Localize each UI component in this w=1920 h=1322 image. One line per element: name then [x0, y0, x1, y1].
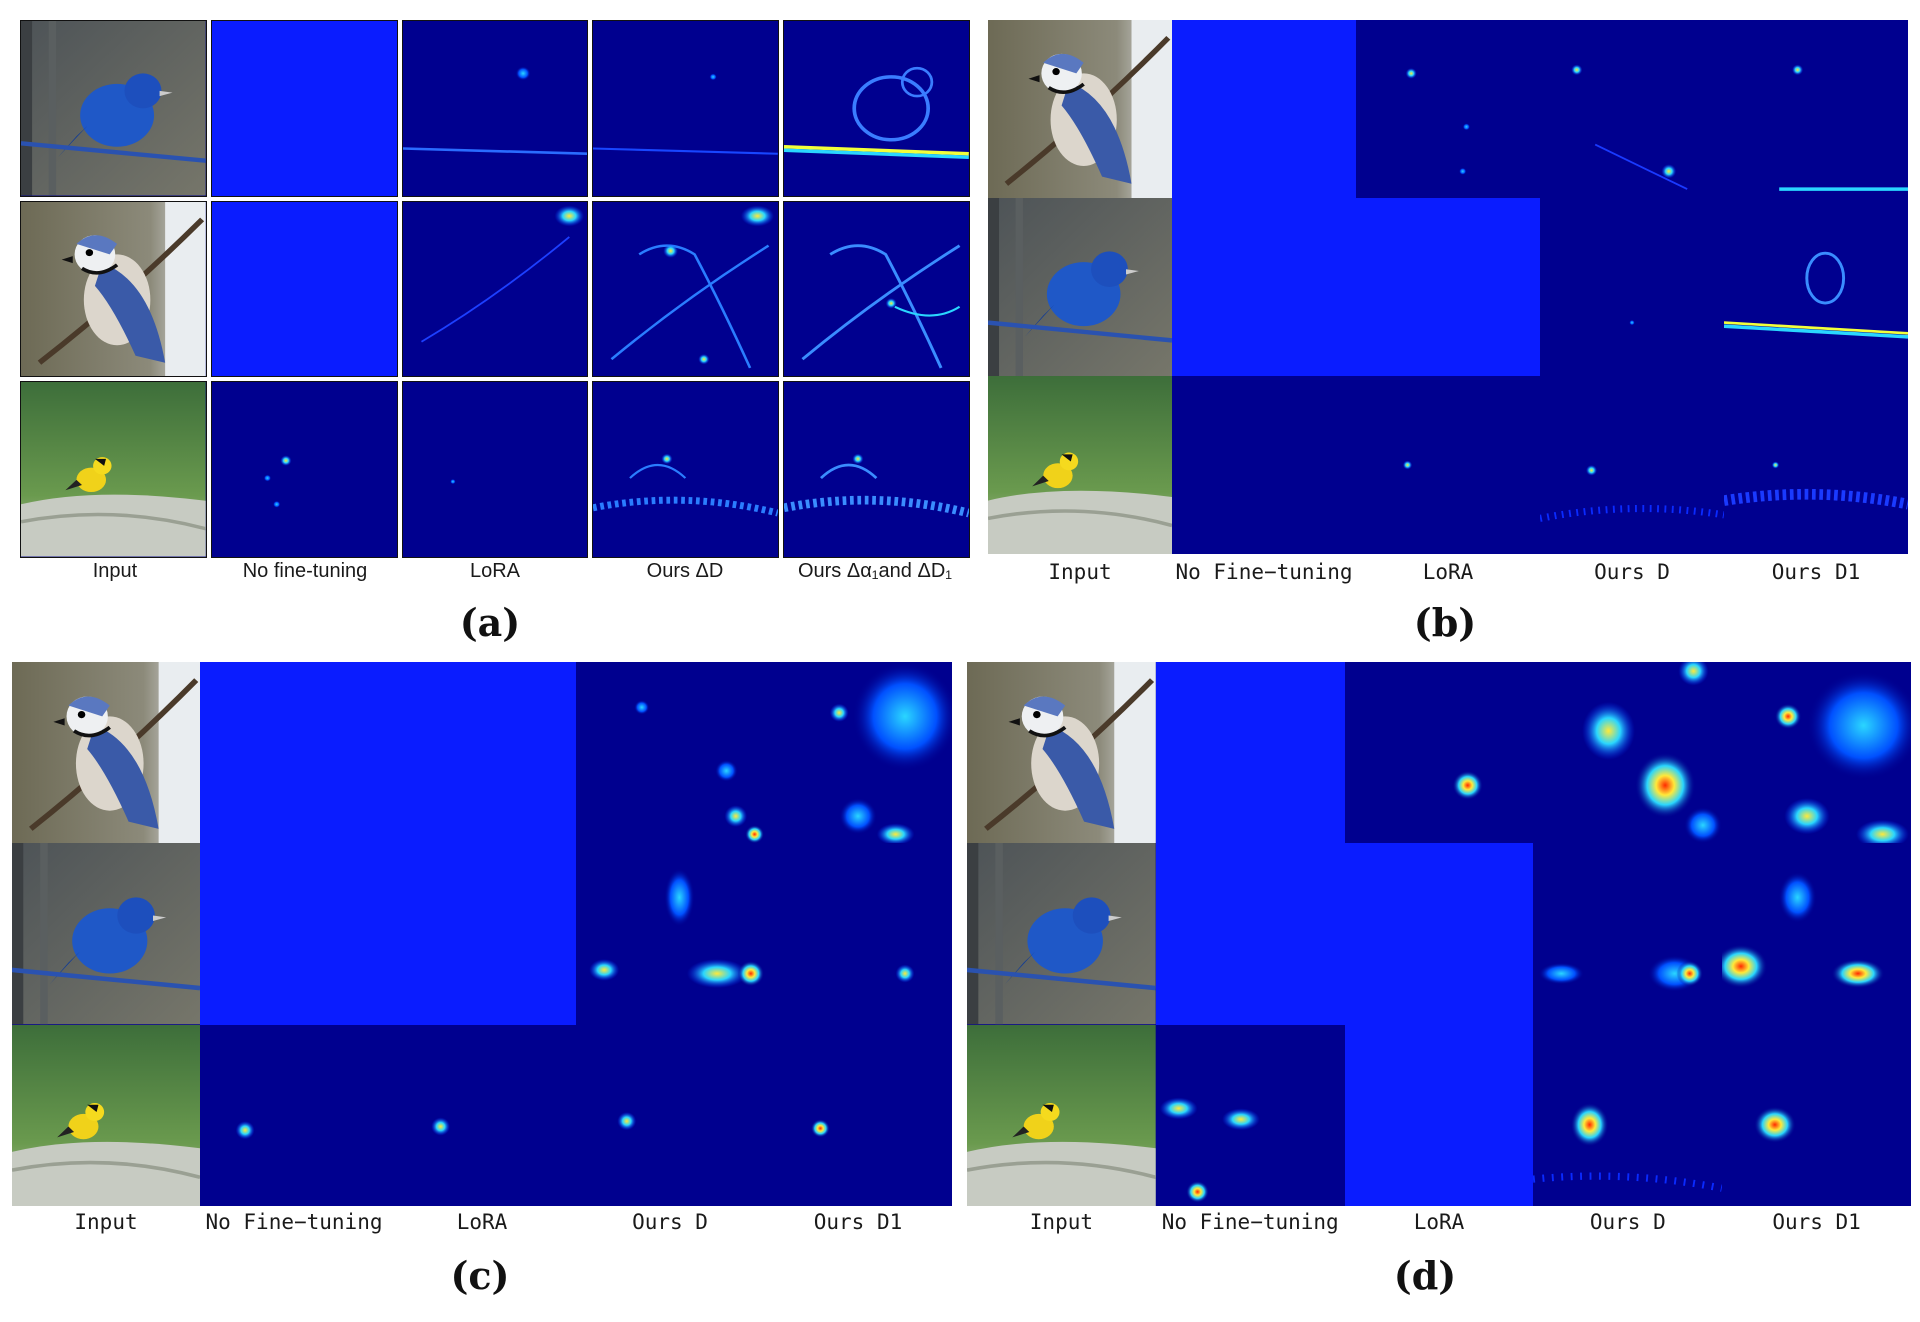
heatmap-lora	[1344, 662, 1534, 844]
panel-b-column-labels: Input No Fine−tuning LoRA Ours D Ours D1	[988, 560, 1908, 590]
panel-a: Input No fine-tuning LoRA Ours ΔD Ours Δ…	[0, 0, 990, 660]
column-label-lora: LoRA	[469, 560, 521, 582]
input-thumbnail-blue-jay	[967, 662, 1156, 844]
heatmap-lora	[1344, 1024, 1534, 1206]
panel-a-caption: (a)	[459, 600, 521, 645]
heatmap-ours-d1	[1722, 1024, 1911, 1206]
input-thumbnail-blue-bunting	[967, 843, 1156, 1025]
heatmap-lora	[401, 200, 589, 378]
heatmap-ours-d1	[1724, 20, 1908, 198]
heatmap-lora	[1356, 198, 1540, 376]
heatmap-ours-d	[1540, 20, 1724, 198]
heatmap-lora	[388, 843, 576, 1025]
heatmap-lora	[388, 1024, 576, 1206]
panel-c-caption: (c)	[450, 1253, 510, 1298]
input-thumbnail-blue-jay	[20, 200, 207, 378]
heatmap-lora	[1356, 376, 1540, 554]
panel-a-grid	[20, 20, 970, 558]
input-thumbnail-blue-bunting	[20, 20, 207, 197]
heatmap-ours-d	[576, 843, 764, 1025]
heatmap-lora	[401, 381, 589, 558]
column-label-ours-delta-d: Ours ΔD	[646, 560, 724, 582]
heatmap-lora	[388, 662, 576, 844]
heatmap-no-fine-tuning	[1155, 662, 1345, 844]
heatmap-no-fine-tuning	[200, 662, 388, 844]
heatmap-lora	[401, 20, 589, 197]
heatmap-ours-delta-d	[592, 381, 780, 558]
heatmap-ours-d1	[1722, 662, 1911, 844]
panel-c-column-labels: Input No Fine−tuning LoRA Ours D Ours D1	[12, 1210, 952, 1240]
panel-d-grid	[967, 662, 1911, 1206]
column-label-no-fine-tuning: No fine-tuning	[242, 560, 368, 582]
input-thumbnail-goldfinch	[12, 1024, 200, 1206]
heatmap-ours-delta-alpha1-d1	[783, 381, 970, 558]
column-label-input: Input	[92, 560, 138, 582]
heatmap-no-fine-tuning	[1155, 843, 1345, 1025]
input-thumbnail-goldfinch	[20, 381, 207, 558]
heatmap-no-fine-tuning	[200, 1024, 388, 1206]
column-label-ours-d1: Ours D1	[1772, 1210, 1861, 1234]
heatmap-ours-delta-d	[592, 20, 780, 197]
panel-d-column-labels: Input No Fine−tuning LoRA Ours D Ours D1	[967, 1210, 1911, 1240]
heatmap-no-fine-tuning	[1172, 376, 1356, 554]
heatmap-ours-d	[1533, 1024, 1723, 1206]
heatmap-no-fine-tuning	[1172, 198, 1356, 376]
column-label-lora: LoRA	[1422, 560, 1474, 584]
heatmap-ours-d	[1533, 662, 1723, 844]
heatmap-ours-d	[1540, 376, 1724, 554]
column-label-lora: LoRA	[1413, 1210, 1465, 1234]
heatmap-ours-d	[1540, 198, 1724, 376]
column-label-ours-d: Ours D	[1589, 1210, 1666, 1234]
heatmap-lora	[1344, 843, 1534, 1025]
column-label-input: Input	[1048, 560, 1112, 584]
heatmap-ours-d1	[1724, 376, 1908, 554]
column-label-no-fine-tuning: No Fine−tuning	[205, 1210, 383, 1234]
input-thumbnail-blue-bunting	[12, 843, 200, 1025]
heatmap-no-fine-tuning	[1172, 20, 1356, 198]
column-label-lora: LoRA	[456, 1210, 508, 1234]
column-label-ours-d1: Ours D1	[1771, 560, 1861, 584]
heatmap-ours-d1	[764, 843, 952, 1025]
column-label-ours-d: Ours D	[632, 1210, 708, 1234]
column-label-ours-d: Ours D	[1594, 560, 1670, 584]
input-thumbnail-blue-bunting	[988, 198, 1172, 376]
panel-c-grid	[12, 662, 952, 1206]
heatmap-no-fine-tuning	[210, 381, 398, 558]
heatmap-no-fine-tuning	[200, 843, 388, 1025]
heatmap-lora	[1356, 20, 1540, 198]
panel-d-caption: (d)	[1393, 1253, 1457, 1298]
heatmap-ours-d	[1533, 843, 1723, 1025]
column-label-ours-delta-alpha1-d1: Ours Δα₁and ΔD₁	[797, 560, 953, 582]
column-label-no-fine-tuning: No Fine−tuning	[1161, 1210, 1339, 1234]
panel-b-caption: (b)	[1413, 600, 1477, 645]
column-label-input: Input	[1029, 1210, 1093, 1234]
input-thumbnail-goldfinch	[988, 376, 1172, 554]
heatmap-ours-delta-alpha1-d1	[783, 20, 970, 197]
panel-a-column-labels: Input No fine-tuning LoRA Ours ΔD Ours Δ…	[20, 560, 970, 590]
panel-c: Input No Fine−tuning LoRA Ours D Ours D1…	[0, 650, 960, 1322]
panel-b: Input No Fine−tuning LoRA Ours D Ours D1…	[985, 0, 1920, 660]
heatmap-ours-delta-alpha1-d1	[783, 200, 970, 378]
heatmap-ours-d	[576, 1024, 764, 1206]
input-thumbnail-goldfinch	[967, 1024, 1156, 1206]
column-label-ours-d1: Ours D1	[813, 1210, 903, 1234]
heatmap-ours-d1	[764, 662, 952, 844]
heatmap-no-fine-tuning	[1155, 1024, 1345, 1206]
heatmap-ours-delta-d	[592, 200, 780, 378]
heatmap-ours-d1	[764, 1024, 952, 1206]
heatmap-ours-d1	[1722, 843, 1911, 1025]
heatmap-ours-d	[576, 662, 764, 844]
heatmap-no-fine-tuning	[210, 20, 398, 197]
input-thumbnail-blue-jay	[12, 662, 200, 844]
column-label-no-fine-tuning: No Fine−tuning	[1175, 560, 1353, 584]
panel-b-grid	[988, 20, 1908, 554]
heatmap-no-fine-tuning	[210, 200, 398, 378]
input-thumbnail-blue-jay	[988, 20, 1172, 198]
panel-d: Input No Fine−tuning LoRA Ours D Ours D1…	[955, 650, 1920, 1322]
heatmap-ours-d1	[1724, 198, 1908, 376]
column-label-input: Input	[74, 1210, 138, 1234]
